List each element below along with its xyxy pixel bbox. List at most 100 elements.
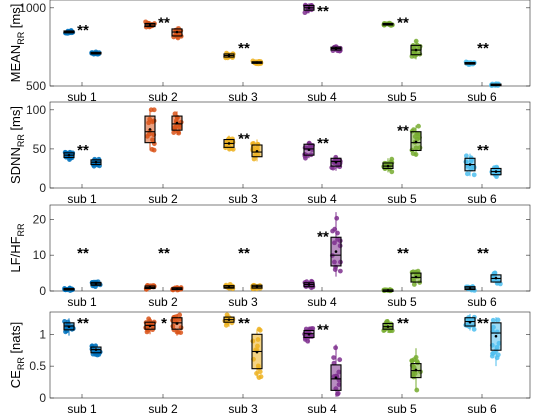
y-tick-label: 0 (39, 284, 46, 298)
mean-marker (175, 322, 179, 325)
box-sub1-right (89, 279, 103, 290)
box-sub1-left (62, 149, 76, 163)
significance-label-sub6: ** (477, 142, 489, 159)
data-point (495, 317, 501, 323)
box-sub4-right (329, 212, 343, 277)
data-point (302, 336, 308, 342)
mean-marker (414, 140, 418, 144)
category-label-3: sub 3 (228, 402, 258, 416)
data-point (337, 268, 343, 274)
y-axis-label-main: MEAN (8, 45, 23, 83)
data-point (330, 165, 336, 171)
mean-marker (334, 160, 338, 164)
category-label-5: sub 5 (387, 402, 417, 416)
y-axis-label: MEANRR [ms] (8, 4, 26, 83)
box-sub3-left (223, 281, 236, 292)
mean-marker (227, 318, 231, 321)
y-axis-label: CERR [nats] (8, 322, 26, 388)
data-point (332, 267, 338, 273)
box-sub1-right (90, 156, 102, 169)
mean-marker (175, 121, 179, 125)
box-sub6-right (489, 317, 502, 367)
y-axis-label-subscript: RR (16, 223, 26, 236)
data-point (464, 171, 470, 177)
significance-label-sub1: ** (77, 315, 89, 332)
category-label-3: sub 3 (228, 90, 258, 104)
axes-frame (49, 311, 531, 399)
box-sub2-left (143, 19, 157, 30)
mean-marker (307, 332, 311, 336)
box-sub4-left (302, 140, 315, 161)
category-label-2: sub 2 (148, 192, 178, 206)
category-label-6: sub 6 (467, 402, 497, 416)
mean-marker (67, 325, 71, 328)
box-sub6-right (489, 81, 502, 88)
data-point (224, 312, 230, 318)
data-point (258, 374, 264, 380)
y-axis-label-unit: [ms] (8, 4, 23, 32)
y-axis-label-main: LF/HF (8, 236, 23, 272)
box-sub3-left (223, 50, 236, 61)
box-sub4-left (302, 278, 316, 291)
box-sub5-right (409, 348, 423, 393)
mean-marker (386, 164, 390, 168)
mean-marker (494, 170, 498, 173)
category-label-6: sub 6 (467, 90, 497, 104)
category-label-2: sub 2 (148, 90, 178, 104)
significance-label-sub6: ** (477, 315, 489, 332)
y-tick-label: 100 (26, 103, 46, 117)
significance-label-sub1: ** (77, 245, 89, 262)
significance-label-sub5: ** (397, 123, 409, 140)
significance-label-sub5: ** (397, 315, 409, 332)
data-point (331, 355, 337, 361)
box-sub6-left (463, 59, 477, 68)
data-point (337, 357, 343, 363)
y-tick-label: 0 (39, 391, 46, 405)
box-sub1-right (89, 49, 102, 57)
mean-marker (255, 285, 259, 289)
box-sub6-left (464, 284, 477, 293)
y-axis-label-subscript: RR (16, 134, 26, 147)
box-sub2-right (170, 285, 184, 293)
y-tick-label: 500 (26, 79, 46, 93)
category-label-1: sub 1 (67, 402, 97, 416)
mean-marker (468, 320, 472, 324)
box-sub3-left (222, 312, 236, 328)
mean-marker (175, 30, 179, 34)
mean-marker (386, 22, 390, 26)
y-tick-label: 10 (33, 248, 47, 262)
box-sub4-left (302, 2, 315, 16)
axes-frame (49, 204, 531, 292)
y-axis-label-main: SDNN (8, 147, 23, 184)
significance-label-sub5: ** (397, 14, 409, 31)
data-point (256, 326, 262, 332)
category-label-5: sub 5 (387, 295, 417, 309)
data-point (251, 156, 257, 162)
box-sub6-left (463, 313, 477, 332)
significance-label-sub2: * (161, 315, 167, 332)
box-sub2-left (143, 316, 157, 335)
mean-marker (94, 282, 98, 286)
significance-label-sub3: ** (238, 245, 250, 262)
mean-marker (227, 142, 231, 145)
category-label-6: sub 6 (467, 192, 497, 206)
mean-marker (494, 276, 498, 280)
data-point (471, 326, 477, 332)
box-sub6-right (490, 270, 503, 287)
significance-label-sub2: ** (158, 14, 170, 31)
y-tick-label: 1 (39, 327, 46, 341)
box-sub3-right (250, 139, 263, 162)
box-sub3-right (250, 282, 263, 292)
y-axis-label: SDNNRR [ms] (8, 106, 26, 184)
mean-marker (307, 283, 311, 286)
data-point (177, 312, 183, 318)
significance-label-sub2: ** (158, 245, 170, 262)
box-sub3-left (223, 135, 236, 152)
mean-marker (255, 61, 259, 64)
data-point (495, 352, 501, 358)
significance-label-sub3: ** (238, 315, 250, 332)
mean-marker (468, 62, 472, 65)
significance-label-sub3: ** (238, 40, 250, 57)
box-sub2-right (171, 111, 184, 136)
